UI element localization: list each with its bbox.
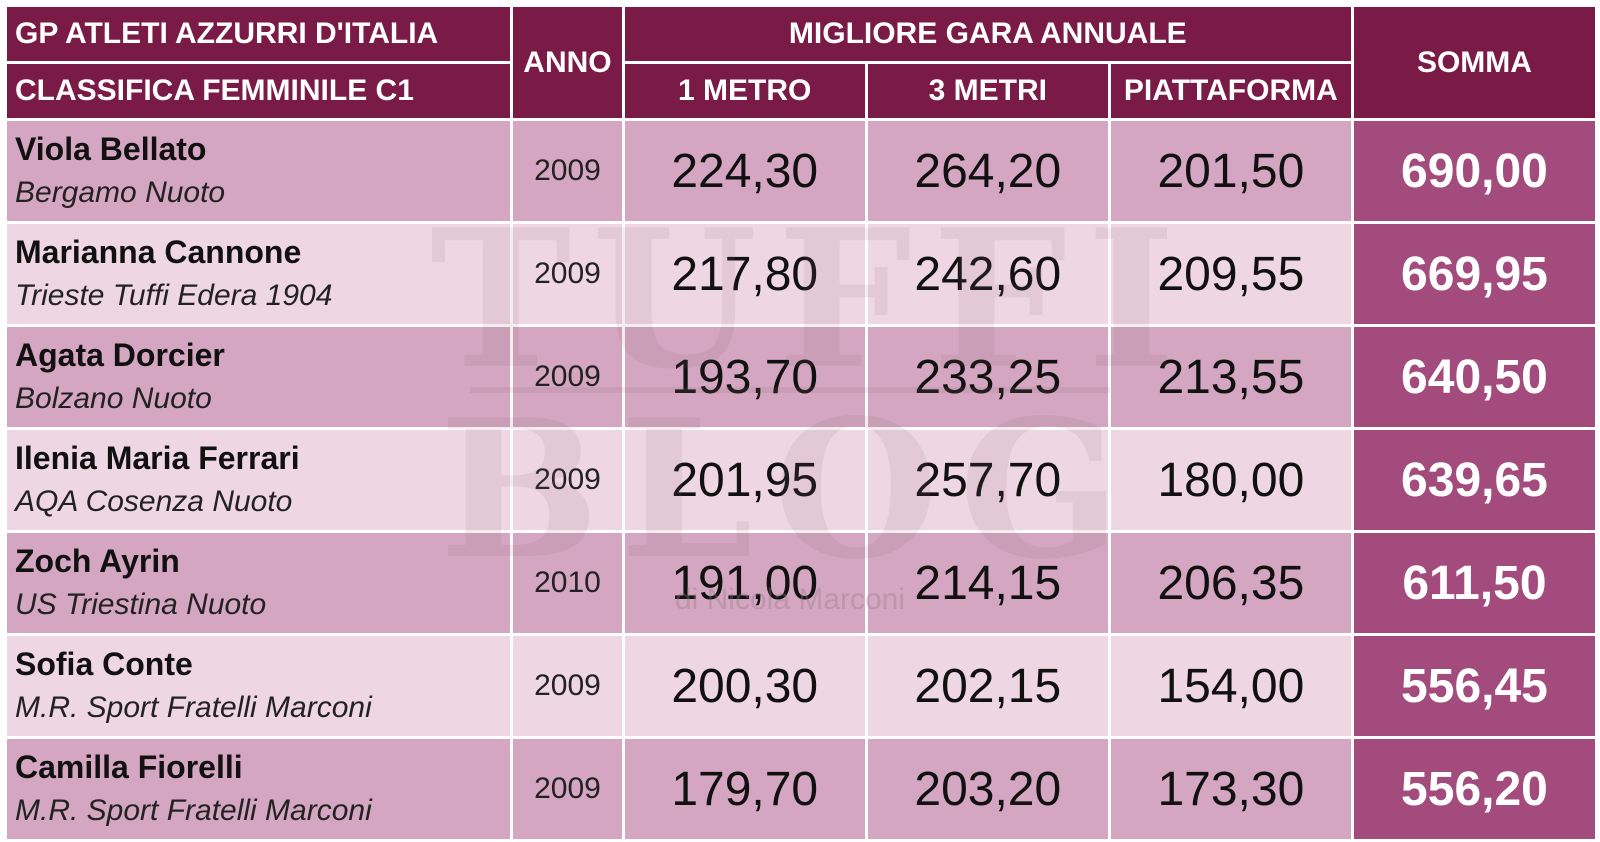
best-event-group-header: MIGLIORE GARA ANNUALE: [624, 7, 1351, 61]
sum-cell: 669,95: [1353, 224, 1595, 324]
athlete-club: AQA Cosenza Nuoto: [15, 485, 293, 518]
table-row: Camilla Fiorelli M.R. Sport Fratelli Marc…: [7, 739, 1595, 839]
year-cell: 2009: [513, 121, 622, 221]
sum-cell: 639,65: [1353, 430, 1595, 530]
year-cell: 2009: [513, 224, 622, 324]
score-1m-cell: 201,95: [624, 430, 865, 530]
score-1m-cell: 193,70: [624, 327, 865, 427]
athlete-name: Ilenia Maria Ferrari: [15, 440, 300, 476]
athlete-cell: Zoch Ayrin US Triestina Nuoto: [7, 533, 511, 633]
score-3m-cell: 202,15: [867, 636, 1108, 736]
score-3m-cell: 242,60: [867, 224, 1108, 324]
athlete-name: Marianna Cannone: [15, 234, 302, 270]
athlete-name: Sofia Conte: [15, 646, 193, 682]
athlete-club: Bolzano Nuoto: [15, 382, 212, 415]
score-3m-cell: 264,20: [867, 121, 1108, 221]
athlete-cell: Viola Bellato Bergamo Nuoto: [7, 121, 511, 221]
athlete-name: Zoch Ayrin: [15, 543, 180, 579]
year-column-header: ANNO: [513, 7, 622, 118]
table-row: Zoch Ayrin US Triestina Nuoto 2010 191,00…: [7, 533, 1595, 633]
score-platform-cell: 209,55: [1110, 224, 1351, 324]
score-3m-cell: 214,15: [867, 533, 1108, 633]
table-row: Viola Bellato Bergamo Nuoto 2009 224,30 2…: [7, 121, 1595, 221]
year-cell: 2010: [513, 533, 622, 633]
athlete-name: Viola Bellato: [15, 131, 207, 167]
sum-cell: 640,50: [1353, 327, 1595, 427]
athlete-name: Camilla Fiorelli: [15, 749, 243, 785]
athlete-cell: Sofia Conte M.R. Sport Fratelli Marconi: [7, 636, 511, 736]
athlete-club: M.R. Sport Fratelli Marconi: [15, 691, 372, 724]
table-row: Ilenia Maria Ferrari AQA Cosenza Nuoto 20…: [7, 430, 1595, 530]
athlete-club: US Triestina Nuoto: [15, 588, 267, 621]
year-cell: 2009: [513, 636, 622, 736]
athlete-cell: Marianna Cannone Trieste Tuffi Edera 1904: [7, 224, 511, 324]
1m-column-header: 1 METRO: [624, 64, 865, 118]
score-platform-cell: 173,30: [1110, 739, 1351, 839]
year-cell: 2009: [513, 327, 622, 427]
score-3m-cell: 233,25: [867, 327, 1108, 427]
table-row: Marianna Cannone Trieste Tuffi Edera 1904…: [7, 224, 1595, 324]
sum-cell: 611,50: [1353, 533, 1595, 633]
sum-cell: 556,20: [1353, 739, 1595, 839]
athlete-club: Trieste Tuffi Edera 1904: [15, 279, 333, 312]
athlete-club: Bergamo Nuoto: [15, 176, 226, 209]
score-3m-cell: 203,20: [867, 739, 1108, 839]
score-platform-cell: 213,55: [1110, 327, 1351, 427]
score-platform-cell: 180,00: [1110, 430, 1351, 530]
table-subtitle: CLASSIFICA FEMMINILE C1: [7, 64, 511, 118]
year-cell: 2009: [513, 430, 622, 530]
athlete-cell: Ilenia Maria Ferrari AQA Cosenza Nuoto: [7, 430, 511, 530]
athlete-cell: Agata Dorcier Bolzano Nuoto: [7, 327, 511, 427]
sum-cell: 556,45: [1353, 636, 1595, 736]
athlete-club: M.R. Sport Fratelli Marconi: [15, 794, 372, 827]
score-1m-cell: 191,00: [624, 533, 865, 633]
table-row: Sofia Conte M.R. Sport Fratelli Marconi 2…: [7, 636, 1595, 736]
score-1m-cell: 224,30: [624, 121, 865, 221]
ranking-table: GP ATLETI AZZURRI D'ITALIA ANNO MIGLIORE…: [4, 4, 1598, 842]
table-title: GP ATLETI AZZURRI D'ITALIA: [7, 7, 511, 61]
sum-column-header: SOMMA: [1353, 7, 1595, 118]
score-platform-cell: 154,00: [1110, 636, 1351, 736]
score-platform-cell: 201,50: [1110, 121, 1351, 221]
sum-cell: 690,00: [1353, 121, 1595, 221]
score-platform-cell: 206,35: [1110, 533, 1351, 633]
table-row: Agata Dorcier Bolzano Nuoto 2009 193,70 2…: [7, 327, 1595, 427]
athlete-name: Agata Dorcier: [15, 337, 225, 373]
platform-column-header: PIATTAFORMA: [1110, 64, 1351, 118]
3m-column-header: 3 METRI: [867, 64, 1108, 118]
score-1m-cell: 200,30: [624, 636, 865, 736]
score-3m-cell: 257,70: [867, 430, 1108, 530]
score-1m-cell: 179,70: [624, 739, 865, 839]
score-1m-cell: 217,80: [624, 224, 865, 324]
athlete-cell: Camilla Fiorelli M.R. Sport Fratelli Marc…: [7, 739, 511, 839]
year-cell: 2009: [513, 739, 622, 839]
